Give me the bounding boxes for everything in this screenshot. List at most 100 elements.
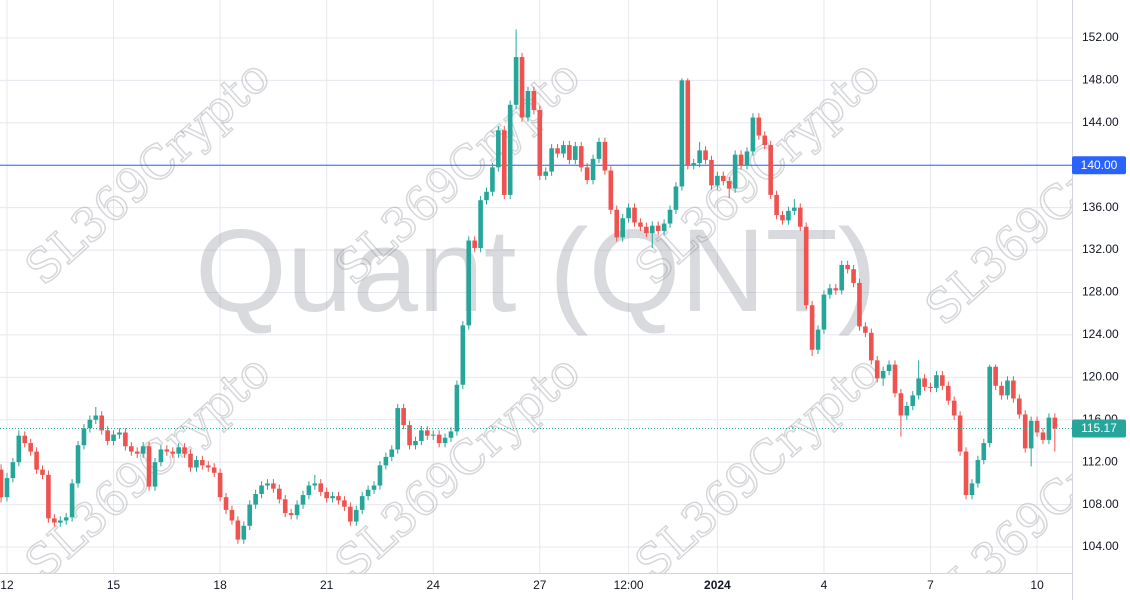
chart-title: Quant (QNT) bbox=[195, 205, 877, 337]
x-tick-label: 15 bbox=[107, 578, 121, 592]
price-tag-label: 115.17 bbox=[1081, 421, 1117, 435]
candle-body bbox=[797, 207, 803, 227]
candle-body bbox=[1017, 398, 1022, 415]
candle-body bbox=[969, 483, 975, 496]
x-tick-label: 4 bbox=[821, 578, 828, 592]
candle-body bbox=[490, 167, 495, 192]
candle-body bbox=[34, 451, 39, 470]
candle-body bbox=[52, 518, 57, 523]
candle-body bbox=[827, 288, 833, 295]
candle-body bbox=[792, 207, 797, 211]
x-tick-label: 10 bbox=[1030, 578, 1044, 592]
candle-body bbox=[975, 460, 981, 484]
candle-body bbox=[655, 225, 661, 231]
candle-body bbox=[152, 462, 158, 487]
candle-body bbox=[614, 209, 620, 238]
candle-body bbox=[128, 446, 134, 452]
candle-body bbox=[904, 405, 910, 416]
candle-body bbox=[602, 141, 608, 171]
candle-body bbox=[282, 499, 288, 514]
x-tick-label: 2024 bbox=[704, 578, 731, 592]
candle-body bbox=[549, 148, 554, 172]
candle-body bbox=[288, 513, 294, 516]
candle-body bbox=[229, 509, 235, 521]
candle-body bbox=[590, 158, 596, 181]
candle-body bbox=[537, 110, 543, 176]
candle-body bbox=[880, 370, 886, 379]
candle-body bbox=[679, 80, 685, 187]
candle-body bbox=[478, 200, 483, 248]
candle-body bbox=[4, 478, 10, 498]
candle-body bbox=[247, 504, 253, 526]
candle-body bbox=[620, 218, 625, 238]
candle-body bbox=[993, 366, 998, 386]
candle-body bbox=[413, 440, 418, 446]
candle-body bbox=[10, 462, 16, 479]
candle-body bbox=[626, 207, 631, 219]
candle-body bbox=[146, 446, 152, 487]
candle-body bbox=[928, 386, 933, 388]
candle-body bbox=[644, 226, 649, 234]
candle-body bbox=[194, 460, 199, 468]
y-tick-label: 144.00 bbox=[1082, 115, 1119, 129]
candle-body bbox=[0, 469, 4, 498]
candle-body bbox=[1022, 414, 1028, 449]
candle-body bbox=[596, 141, 602, 159]
x-tick-label: 21 bbox=[320, 578, 334, 592]
y-tick-label: 136.00 bbox=[1082, 200, 1119, 214]
candle-body bbox=[649, 225, 655, 234]
candle-body bbox=[200, 460, 205, 466]
price-tag bbox=[1072, 156, 1126, 175]
candle-body bbox=[170, 451, 176, 454]
candle-body bbox=[448, 431, 454, 438]
candle-body bbox=[934, 375, 939, 388]
candle-body bbox=[768, 145, 773, 195]
candle-body bbox=[1005, 380, 1010, 396]
candle-body bbox=[276, 488, 282, 500]
candle-body bbox=[501, 130, 507, 195]
y-tick-label: 112.00 bbox=[1082, 454, 1118, 468]
candle-body bbox=[940, 375, 945, 386]
x-tick-label: 12:00 bbox=[614, 578, 644, 592]
candle-body bbox=[869, 332, 874, 361]
price-tag bbox=[1072, 419, 1126, 438]
candle-body bbox=[957, 415, 963, 452]
candle-body bbox=[951, 400, 957, 416]
candle-body bbox=[691, 163, 697, 166]
candle-body bbox=[306, 485, 312, 496]
candle-body bbox=[330, 496, 335, 499]
candle-body bbox=[383, 456, 389, 466]
y-tick-label: 104.00 bbox=[1082, 539, 1119, 553]
candle-body bbox=[75, 445, 81, 484]
candle-body bbox=[833, 288, 839, 291]
candle-body bbox=[726, 181, 732, 189]
candle-body bbox=[93, 415, 99, 420]
candle-body bbox=[336, 496, 341, 501]
x-tick-label: 12 bbox=[0, 578, 14, 592]
candle-body bbox=[1028, 420, 1034, 449]
candle-body bbox=[117, 432, 122, 435]
candle-body bbox=[1040, 432, 1046, 440]
candle-body bbox=[774, 194, 779, 216]
candle-body bbox=[638, 222, 643, 227]
watermark: SL369Crypto bbox=[625, 344, 891, 591]
candle-body bbox=[987, 366, 993, 444]
price-tag-label: 140.00 bbox=[1081, 158, 1118, 172]
candle-body bbox=[16, 435, 22, 463]
candle-body bbox=[910, 395, 916, 406]
candle-body bbox=[507, 104, 513, 195]
y-tick-label: 128.00 bbox=[1082, 285, 1119, 299]
x-tick-label: 24 bbox=[427, 578, 441, 592]
candle-body bbox=[342, 500, 347, 507]
candle-body bbox=[241, 525, 247, 540]
candle-body bbox=[815, 329, 821, 350]
candle-body bbox=[401, 408, 406, 426]
candle-body bbox=[886, 364, 892, 371]
candle-body bbox=[40, 469, 45, 475]
candle-body bbox=[531, 90, 537, 111]
candle-body bbox=[543, 171, 549, 176]
candle-body bbox=[223, 497, 229, 510]
candle-body bbox=[472, 240, 477, 248]
candle-body bbox=[99, 415, 105, 431]
candle-body bbox=[253, 493, 258, 505]
